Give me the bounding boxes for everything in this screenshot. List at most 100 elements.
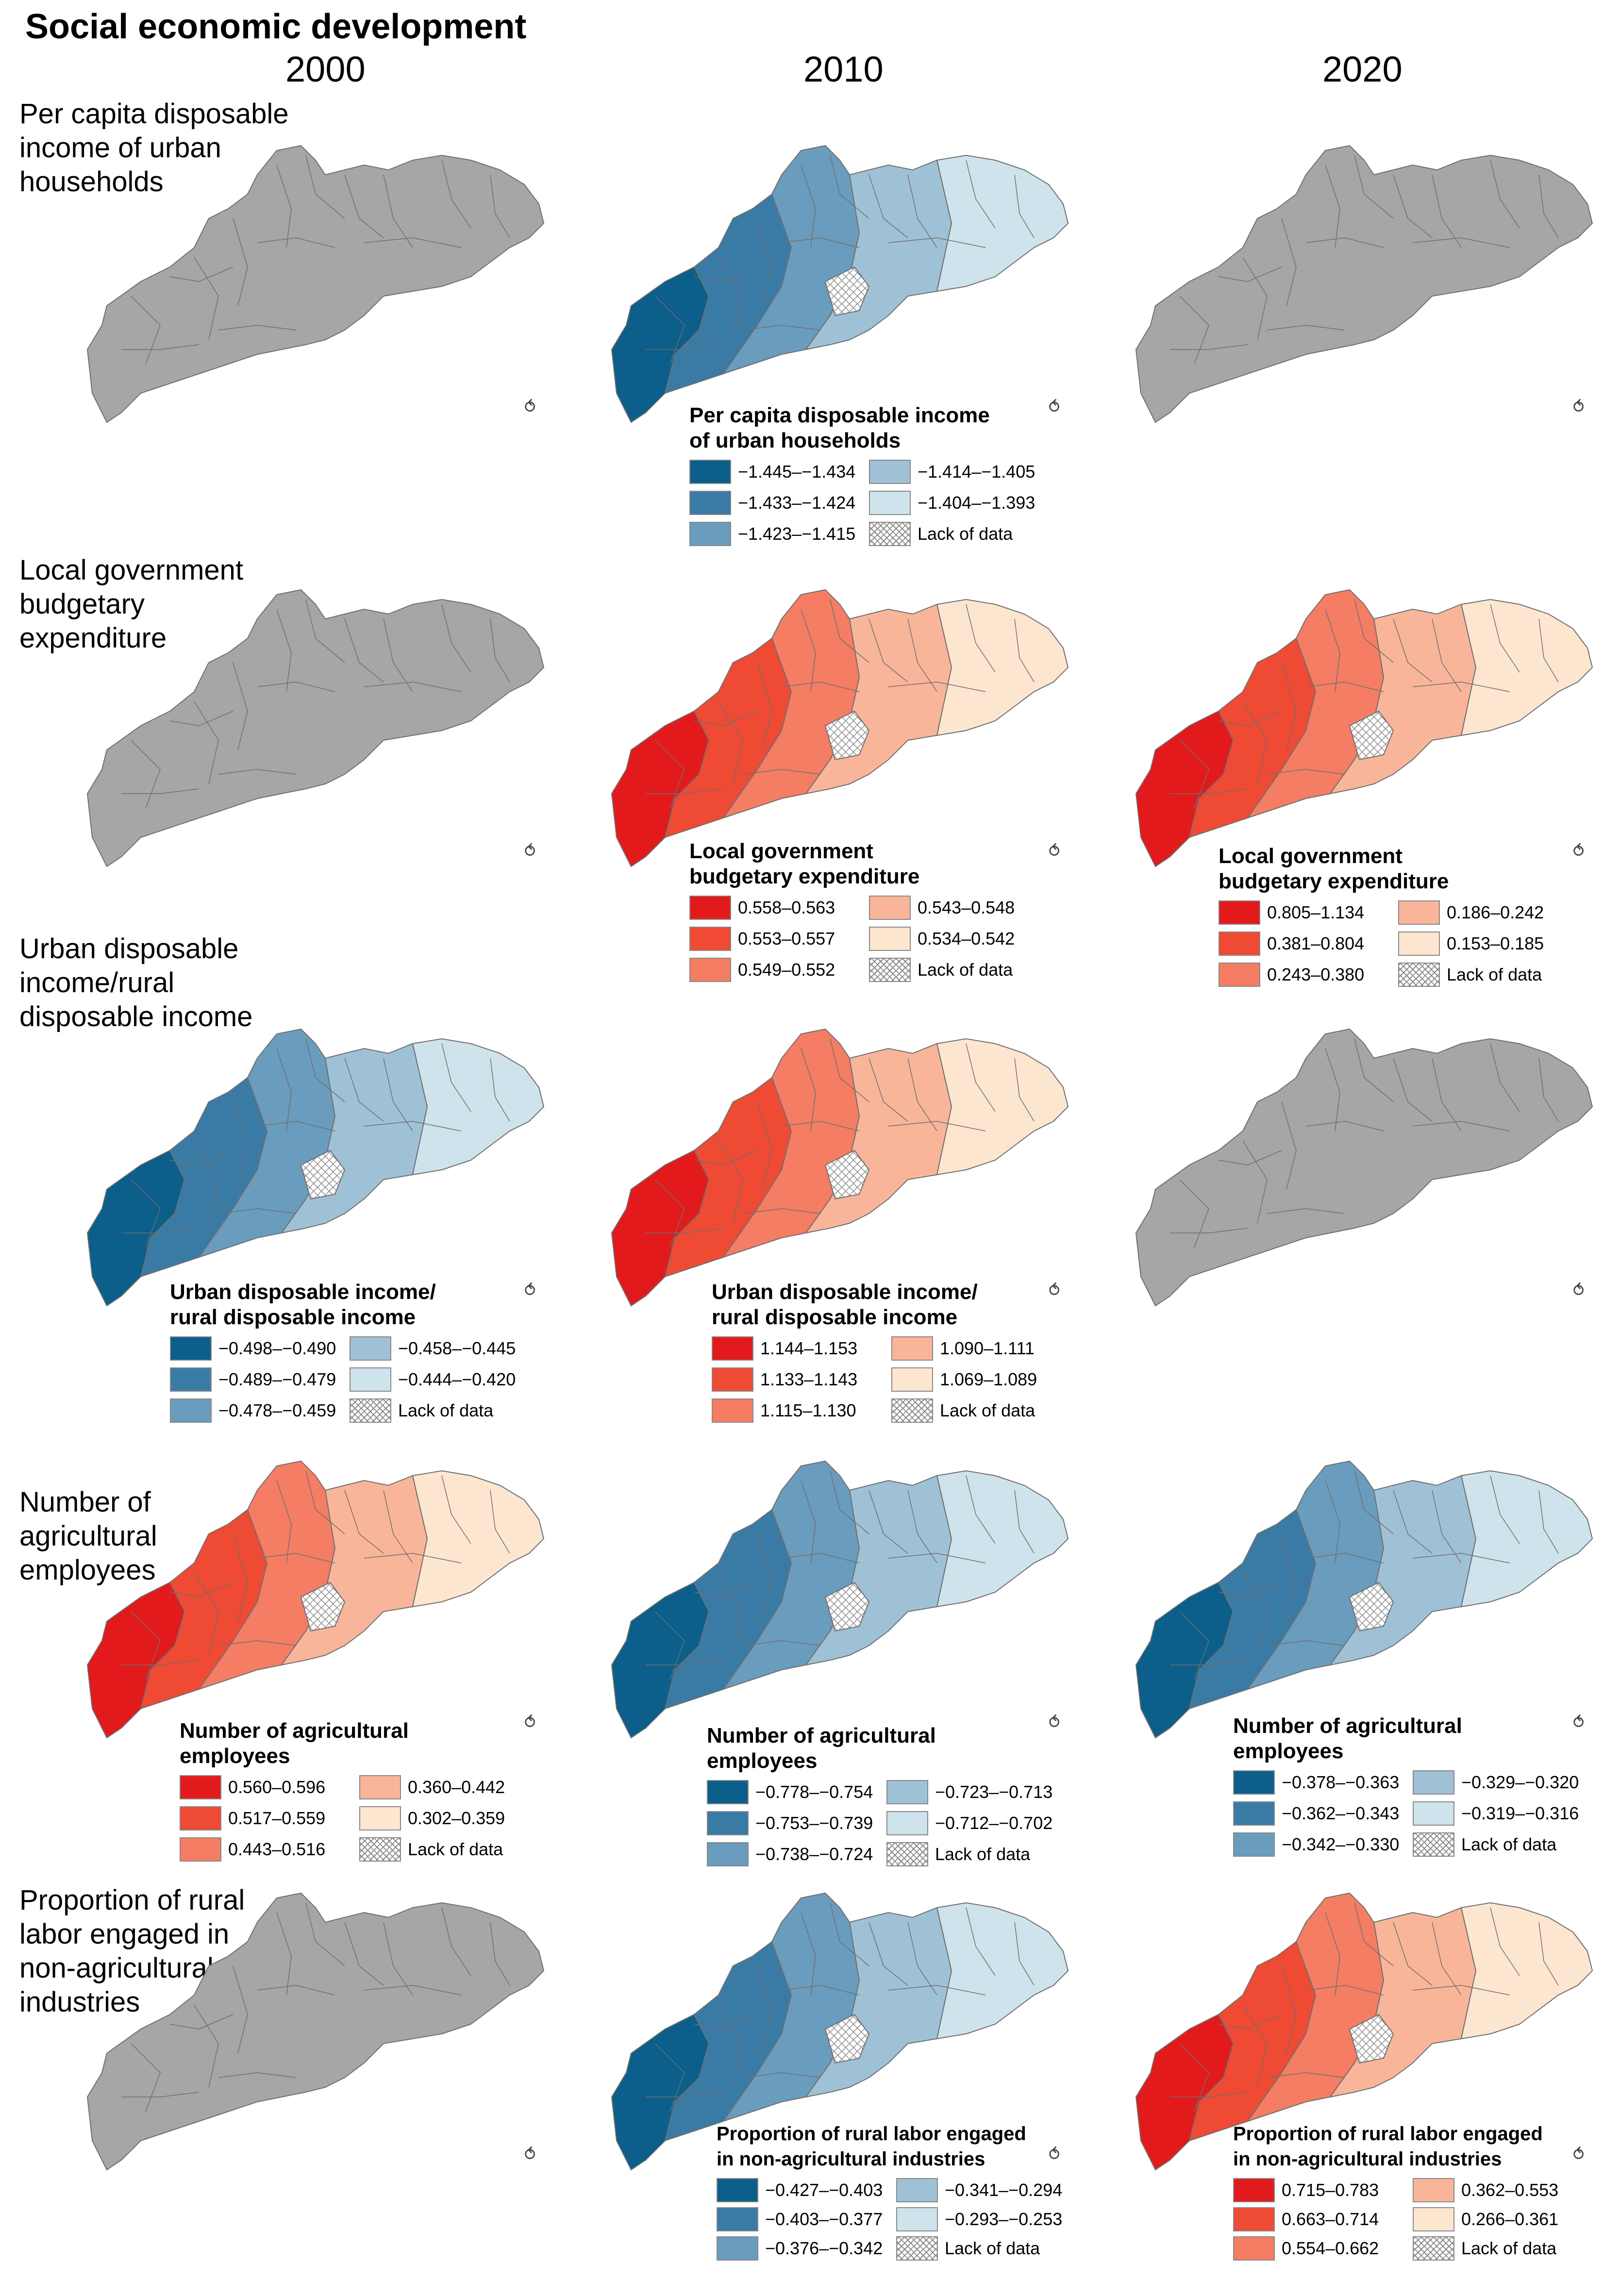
county-border <box>757 662 772 750</box>
legend-class-label: −0.319–−0.316 <box>1461 1803 1579 1823</box>
county-border <box>694 1582 758 1597</box>
county-border <box>305 1038 345 1102</box>
county-border <box>757 218 772 306</box>
county-border <box>801 1480 816 1564</box>
row-label-line: non-agricultural <box>19 1952 214 1984</box>
legend-swatch <box>350 1336 391 1361</box>
legend-class-label: 1.133–1.143 <box>760 1369 858 1389</box>
legend-class-label: 0.715–0.783 <box>1282 2180 1379 2200</box>
legend-grid: 1.144–1.153 1.090–1.111 1.133–1.143 1.069–1… <box>712 1335 1081 1424</box>
county-border <box>344 1058 384 1122</box>
legend-item-class-2: −0.489–−0.479 <box>170 1366 350 1393</box>
legend-title-line: employees <box>707 1749 818 1773</box>
legend-swatch <box>689 896 731 920</box>
legend-item-class-4: 0.362–0.553 <box>1413 2177 1592 2204</box>
county-border <box>718 701 743 784</box>
legend-title-line: Proportion of rural labor engaged <box>1233 2123 1543 2145</box>
county-border <box>655 1179 685 1248</box>
legend-class-label: −0.489–−0.479 <box>218 1369 336 1389</box>
county-border <box>1325 609 1340 692</box>
legend-class-label: 0.362–0.553 <box>1461 2180 1559 2200</box>
province-map: ⥀ <box>611 1028 1069 1307</box>
legend-swatch <box>1219 963 1260 987</box>
county-border <box>1281 662 1297 750</box>
legend-class-label: −0.712–−0.702 <box>935 1813 1053 1833</box>
legend-title-line: Number of agricultural <box>1233 1714 1462 1738</box>
county-border <box>1281 1965 1297 2054</box>
county-border <box>1393 1922 1433 1986</box>
county-border <box>233 1965 248 2054</box>
legend-swatch <box>891 1336 933 1361</box>
legend-item-class-2: 0.381–0.804 <box>1219 930 1398 957</box>
county-border <box>1242 1572 1268 1656</box>
legend-item-class-4: 0.360–0.442 <box>359 1774 539 1801</box>
legend-class-label: 0.549–0.552 <box>738 960 835 980</box>
county-border <box>218 325 297 331</box>
county-border <box>1412 1985 1510 1996</box>
county-border <box>1412 1553 1510 1564</box>
row-label-line: Number of <box>19 1486 151 1518</box>
legend-class-label: 1.144–1.153 <box>760 1338 858 1358</box>
legend-class-label: −0.753–−0.739 <box>755 1813 873 1833</box>
county-border <box>655 1611 685 1680</box>
legend-item-lack-of-data: Lack of data <box>869 520 1049 548</box>
legend-swatch <box>886 1780 928 1804</box>
region-no-data <box>1135 145 1593 423</box>
county-border <box>1354 1902 1394 1966</box>
legend-class-label: −1.445–−1.434 <box>738 462 856 482</box>
county-border <box>121 344 200 350</box>
county-border <box>1242 701 1268 784</box>
county-border <box>1325 165 1340 248</box>
county-border <box>1354 155 1394 219</box>
legend-class-label: 1.115–1.130 <box>760 1400 856 1420</box>
county-border <box>830 1902 869 1966</box>
county-border <box>966 604 996 673</box>
map-panel-row4-2010: ⥀ <box>597 1869 1083 2180</box>
legend-grid: 0.805–1.134 0.186–0.242 0.381–0.804 0.153–0… <box>1219 899 1587 988</box>
legend-swatch <box>689 522 731 546</box>
legend-title: Local government budgetary expenditure <box>1219 844 1587 894</box>
map-panel-row0-2020: ⥀ <box>1121 121 1607 432</box>
legend-title: Proportion of rural labor engaged in non… <box>1233 2121 1602 2172</box>
province-map: ⥀ <box>611 1460 1069 1739</box>
legend-swatch <box>707 1780 749 1804</box>
legend-title-line: in non-agricultural industries <box>717 2148 985 2170</box>
county-border <box>276 1912 292 1996</box>
county-border <box>383 1922 413 1996</box>
county-border <box>305 155 345 219</box>
legend-title-line: Urban disposable income/ <box>712 1280 978 1304</box>
legend-title: Urban disposable income/ rural disposabl… <box>712 1280 1081 1330</box>
legend-item-class-2: −0.753–−0.739 <box>707 1810 886 1837</box>
legend-swatch <box>1398 900 1440 925</box>
legend-title-line: of urban households <box>689 429 901 452</box>
county-border <box>888 1553 986 1564</box>
legend-title-line: in non-agricultural industries <box>1233 2148 1502 2170</box>
county-border <box>646 788 724 794</box>
legend-title-line: budgetary expenditure <box>1219 869 1449 893</box>
map-panel-row4-2000: ⥀ <box>73 1869 558 2180</box>
legend-class-label: 0.381–0.804 <box>1267 933 1365 953</box>
county-border <box>344 1490 384 1554</box>
legend-grid: 0.560–0.596 0.360–0.442 0.517–0.559 0.302–0… <box>180 1774 549 1863</box>
region-class-5 <box>936 154 1069 292</box>
legend-swatch <box>869 460 911 484</box>
county-border <box>233 662 248 750</box>
row-label-line: Proportion of rural <box>19 1884 245 1916</box>
county-border <box>441 1907 471 1976</box>
county-border <box>1267 1208 1345 1214</box>
county-border <box>1538 1922 1559 1986</box>
legend-title-line: Local government <box>689 839 873 863</box>
region-lack-of-data <box>824 2013 870 2064</box>
province-map: ⥀ <box>86 145 545 423</box>
county-border <box>1538 1490 1559 1554</box>
legend-title: Per capita disposable income of urban ho… <box>689 403 1058 453</box>
county-border <box>169 266 234 282</box>
legend-swatch <box>896 2178 938 2202</box>
legend-class-label: 0.543–0.548 <box>918 898 1015 917</box>
county-border <box>121 1228 200 1233</box>
county-border <box>1218 1582 1282 1597</box>
county-border <box>1242 1140 1268 1224</box>
legend-item-class-4: −0.329–−0.320 <box>1413 1769 1592 1796</box>
county-border <box>1305 237 1384 248</box>
county-border <box>742 769 821 775</box>
